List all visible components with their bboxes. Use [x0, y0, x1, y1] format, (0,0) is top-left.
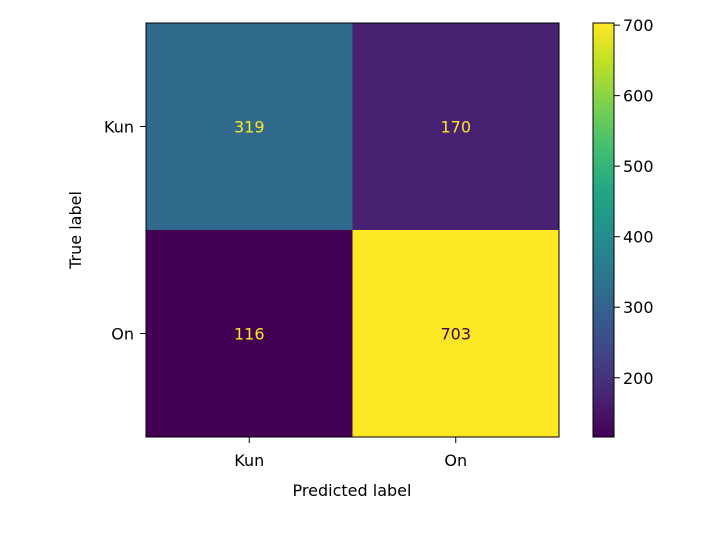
x-axis-label: Predicted label [293, 481, 412, 500]
cell-value-1-1: 703 [440, 325, 471, 344]
colorbar-tick-label: 700 [623, 16, 654, 35]
x-tick-label: On [444, 451, 467, 470]
y-axis-label: True label [66, 191, 85, 270]
cell-value-0-1: 170 [440, 118, 471, 137]
colorbar-tick-label: 300 [623, 298, 654, 317]
heatmap-cell-1-1 [352, 230, 559, 437]
colorbar-tick-label: 200 [623, 369, 654, 388]
cell-value-1-0: 116 [234, 325, 265, 344]
y-tick-label: On [111, 325, 134, 344]
colorbar-tick-label: 400 [623, 228, 654, 247]
matrix-frame [145, 22, 560, 438]
colorbar-tick-label: 600 [623, 87, 654, 106]
axis-ticks: Kun On Kun On [104, 118, 467, 471]
colorbar [592, 22, 615, 438]
colorbar-ticks: 200 300 400 500 600 700 [614, 16, 654, 388]
colorbar-tick-label: 500 [623, 157, 654, 176]
heatmap-cell-0-0 [146, 23, 353, 230]
x-tick-label: Kun [234, 451, 264, 470]
y-tick-label: Kun [104, 118, 134, 137]
cell-value-0-0: 319 [234, 118, 265, 137]
heatmap-cell-1-0 [146, 230, 353, 437]
heatmap-cells: 319 170 116 703 [146, 23, 559, 437]
heatmap-cell-0-1 [352, 23, 559, 230]
